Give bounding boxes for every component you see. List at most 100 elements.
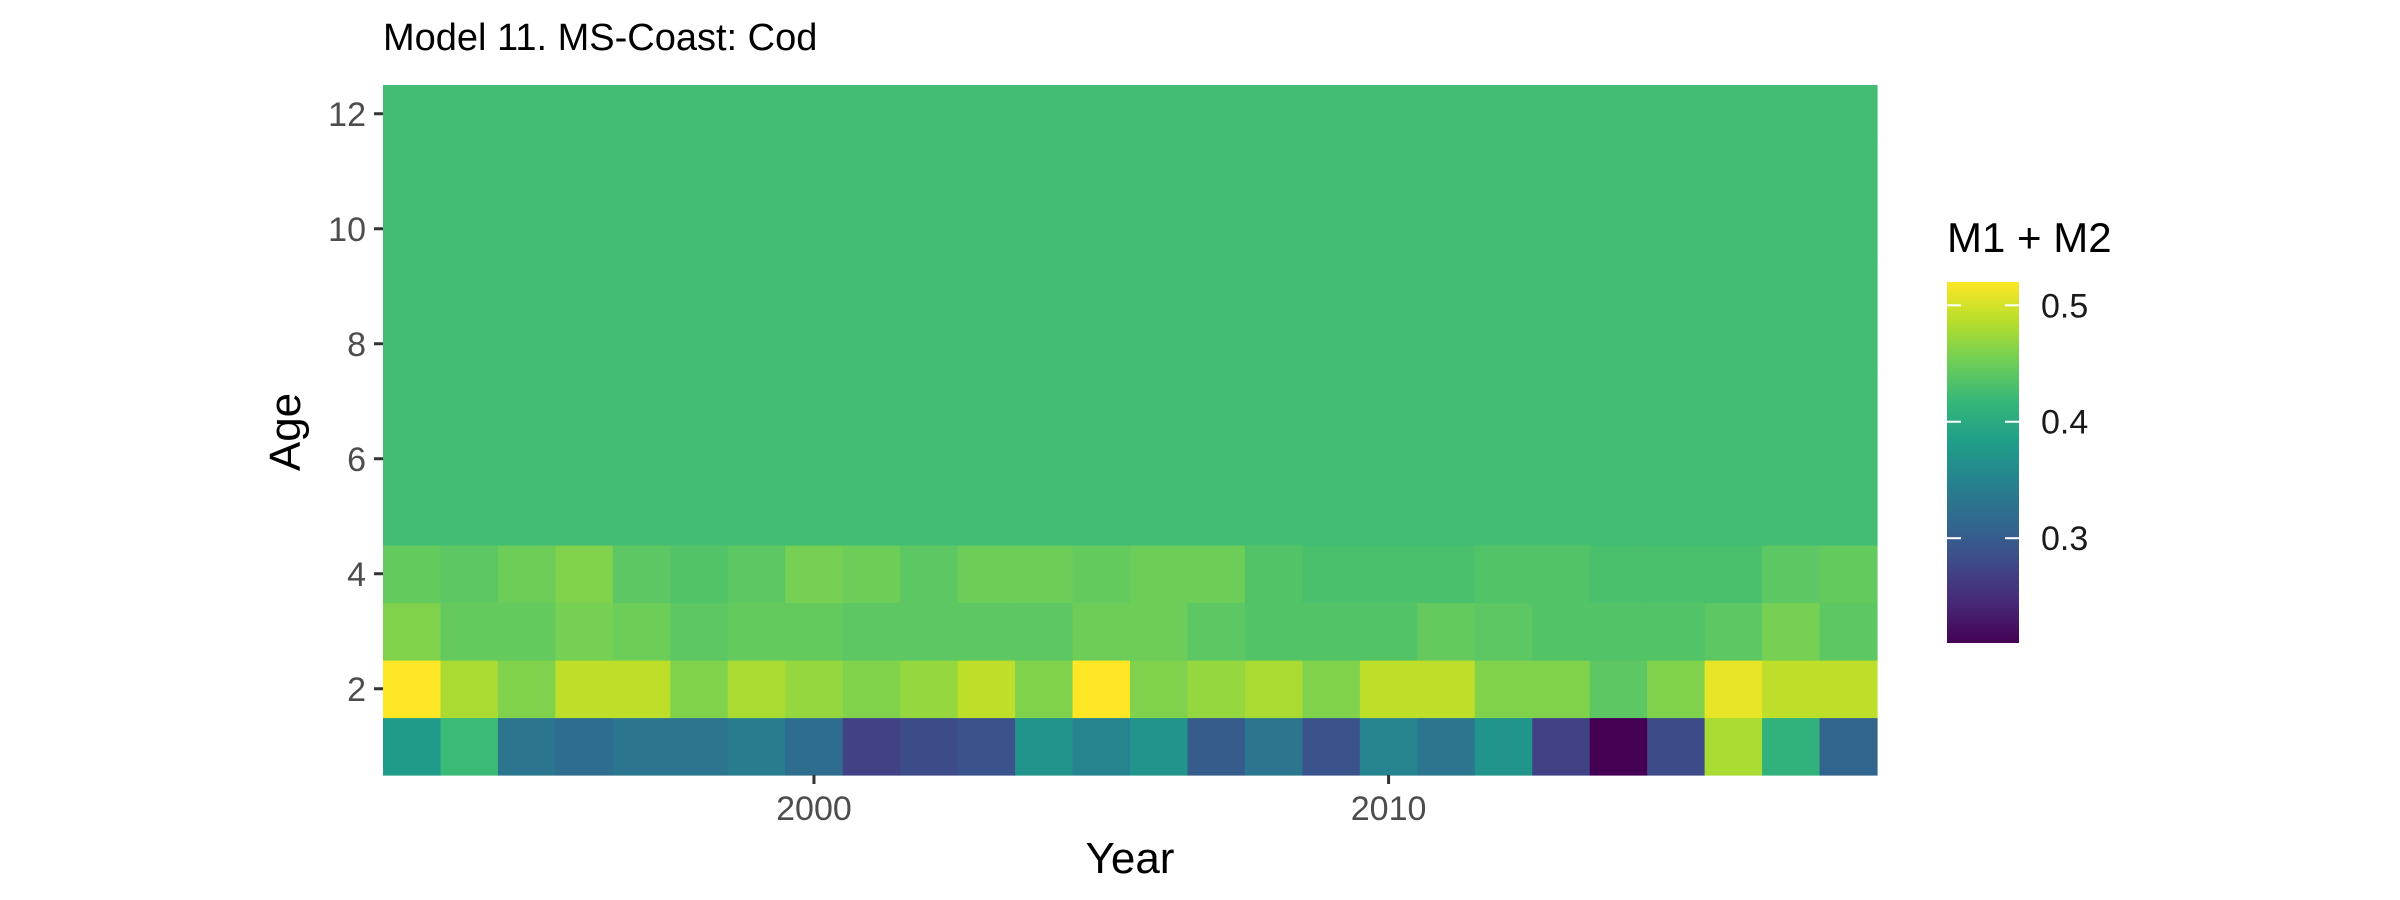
heatmap-cell	[1359, 257, 1418, 316]
heatmap-cell	[1417, 660, 1476, 719]
heatmap-cell	[383, 717, 442, 776]
heatmap-cell	[497, 430, 556, 489]
heatmap-cell	[900, 372, 959, 431]
heatmap-cell	[1187, 142, 1246, 201]
heatmap-cell	[1130, 142, 1189, 201]
heatmap-cell	[785, 660, 844, 719]
heatmap-cell	[383, 660, 442, 719]
heatmap-cell	[1589, 545, 1648, 604]
heatmap-cell	[1302, 487, 1361, 546]
heatmap-cell	[842, 487, 901, 546]
heatmap-cell	[670, 602, 729, 661]
heatmap-cell	[440, 545, 499, 604]
heatmap-cell	[440, 142, 499, 201]
heatmap-cell	[1589, 602, 1648, 661]
heatmap-cell	[1819, 85, 1878, 144]
heatmap-cell	[1474, 660, 1533, 719]
heatmap-cell	[1359, 717, 1418, 776]
heatmap-cell	[1532, 85, 1591, 144]
heatmap-cell	[1359, 315, 1418, 374]
heatmap-cell	[383, 85, 442, 144]
heatmap-cell	[1589, 315, 1648, 374]
heatmap-cell	[555, 372, 614, 431]
heatmap-cell	[1417, 372, 1476, 431]
heatmap-cell	[1819, 200, 1878, 259]
heatmap-cell	[1359, 487, 1418, 546]
heatmap-cell	[670, 545, 729, 604]
heatmap-cell	[1015, 257, 1074, 316]
heatmap-cell	[842, 142, 901, 201]
heatmap-cell	[1015, 315, 1074, 374]
heatmap-cell	[900, 602, 959, 661]
heatmap-cell	[383, 487, 442, 546]
heatmap-cell	[1762, 660, 1821, 719]
legend-tick-label: 0.3	[2041, 520, 2088, 558]
heatmap-cell	[1015, 660, 1074, 719]
heatmap-cell	[785, 487, 844, 546]
heatmap-cell	[1130, 257, 1189, 316]
heatmap-cell	[1015, 200, 1074, 259]
y-tick-label: 12	[328, 96, 366, 134]
heatmap-cell	[957, 372, 1016, 431]
heatmap-cell	[957, 142, 1016, 201]
heatmap-cell	[612, 85, 671, 144]
heatmap-cell	[1072, 257, 1131, 316]
heatmap-cell	[670, 200, 729, 259]
heatmap-cell	[383, 257, 442, 316]
heatmap-cell	[1015, 487, 1074, 546]
heatmap-cell	[1302, 545, 1361, 604]
heatmap-cell	[670, 660, 729, 719]
heatmap-cell	[900, 85, 959, 144]
heatmap-cell	[1589, 85, 1648, 144]
heatmap-cell	[1762, 257, 1821, 316]
heatmap-cell	[727, 602, 786, 661]
heatmap-cell	[1589, 200, 1648, 259]
legend-title: M1 + M2	[1947, 214, 2112, 261]
heatmap-cell	[842, 372, 901, 431]
heatmap-cell	[1532, 545, 1591, 604]
heatmap-cell	[1072, 430, 1131, 489]
heatmap-cell	[1015, 717, 1074, 776]
heatmap-cell	[785, 602, 844, 661]
heatmap-cell	[497, 142, 556, 201]
heatmap-cell	[1187, 660, 1246, 719]
heatmap-cell	[555, 545, 614, 604]
heatmap-cell	[900, 142, 959, 201]
heatmap-cell	[1359, 85, 1418, 144]
heatmap-cell	[1417, 430, 1476, 489]
chart-title: Model 11. MS-Coast: Cod	[383, 17, 817, 59]
heatmap-cell	[957, 545, 1016, 604]
heatmap-cell	[497, 257, 556, 316]
heatmap-cell	[1819, 602, 1878, 661]
heatmap-cell	[440, 602, 499, 661]
heatmap-cell	[957, 257, 1016, 316]
heatmap-cell	[383, 315, 442, 374]
heatmap-cell	[440, 200, 499, 259]
heatmap-cell	[383, 372, 442, 431]
y-tick-label: 10	[328, 211, 366, 249]
heatmap-cell	[1015, 142, 1074, 201]
heatmap-cell	[1532, 660, 1591, 719]
heatmap-cell	[957, 487, 1016, 546]
heatmap-cell	[842, 430, 901, 489]
heatmap-cell	[1130, 545, 1189, 604]
heatmap-cell	[1704, 142, 1763, 201]
heatmap-cell	[1819, 315, 1878, 374]
heatmap-cell	[1244, 660, 1303, 719]
heatmap-cell	[1302, 430, 1361, 489]
x-axis-title: Year	[1086, 834, 1175, 883]
heatmap-cell	[1244, 315, 1303, 374]
heatmap-cell	[900, 315, 959, 374]
heatmap-cell	[1474, 315, 1533, 374]
heatmap-cell	[1187, 257, 1246, 316]
heatmap-cell	[1474, 717, 1533, 776]
heatmap-cell	[1532, 315, 1591, 374]
heatmap-cell	[1072, 717, 1131, 776]
heatmap-cell	[612, 372, 671, 431]
heatmap-cell	[842, 545, 901, 604]
heatmap-cell	[670, 142, 729, 201]
heatmap-cell	[1819, 372, 1878, 431]
heatmap-cell	[1474, 430, 1533, 489]
heatmap-cell	[1819, 487, 1878, 546]
